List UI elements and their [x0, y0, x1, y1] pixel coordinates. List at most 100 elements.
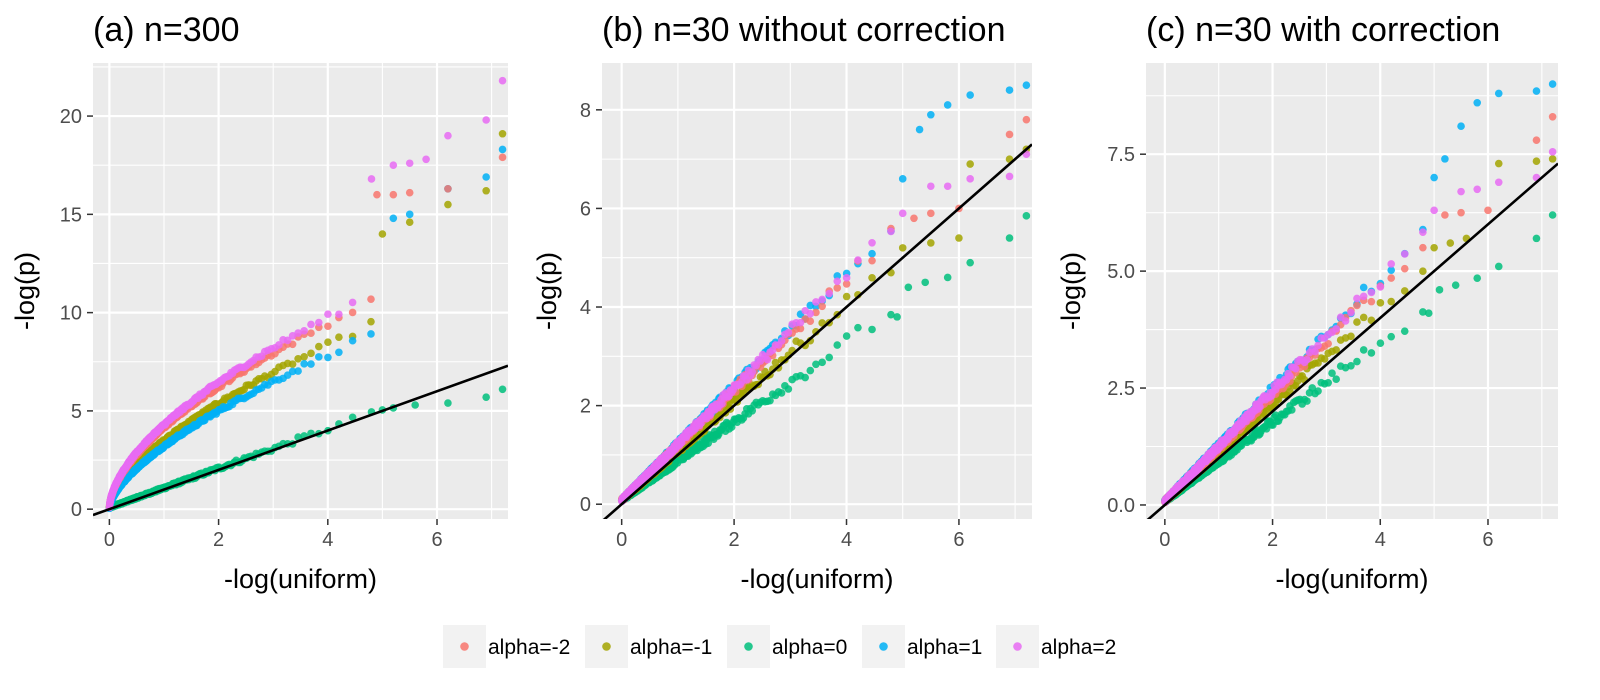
y-axis-title: -log(p)	[532, 252, 562, 330]
data-point	[966, 175, 974, 183]
data-point	[300, 327, 308, 335]
legend-item-alpha=2: alpha=2	[996, 625, 1116, 668]
legend-marker	[460, 642, 469, 651]
data-point	[1332, 346, 1340, 354]
series-alpha=2	[105, 76, 507, 512]
data-point	[1430, 206, 1438, 215]
y-tick-label: 8	[580, 100, 591, 122]
data-point	[1387, 332, 1396, 341]
data-point	[1005, 86, 1014, 94]
data-point	[482, 173, 490, 181]
data-point	[825, 353, 834, 362]
data-point	[1376, 339, 1385, 348]
data-point	[748, 406, 757, 415]
data-point	[389, 190, 398, 199]
data-point	[898, 244, 907, 252]
data-point	[498, 153, 507, 162]
legend: alpha=-2 alpha=-1 alpha=0 alpha=1 alpha=2	[443, 625, 1116, 668]
data-point	[1367, 349, 1376, 357]
data-point	[966, 91, 974, 99]
data-point	[1484, 206, 1492, 215]
data-point	[1548, 112, 1557, 121]
data-point	[405, 210, 414, 219]
data-point	[405, 159, 414, 168]
data-point	[1451, 281, 1460, 289]
data-point	[927, 209, 935, 218]
data-point	[482, 116, 490, 124]
data-point	[1430, 243, 1438, 252]
data-point	[444, 131, 452, 140]
data-point	[842, 332, 851, 340]
reference-line	[1146, 162, 1558, 519]
data-point	[1494, 178, 1503, 187]
data-point	[842, 292, 851, 301]
x-tick-label: 0	[616, 529, 627, 551]
data-point	[288, 367, 297, 376]
data-point	[348, 336, 357, 345]
data-point	[1400, 264, 1409, 273]
data-point	[1286, 372, 1294, 380]
data-point	[367, 317, 375, 326]
data-point	[1548, 148, 1557, 156]
y-tick-label: 5.0	[1107, 261, 1135, 283]
data-point	[1359, 292, 1368, 301]
data-point	[812, 360, 820, 369]
data-point	[1367, 297, 1376, 306]
data-point	[833, 341, 842, 349]
data-point	[1400, 287, 1409, 295]
data-point	[842, 274, 851, 282]
data-point	[1332, 325, 1340, 333]
data-point	[405, 218, 414, 227]
data-point	[1548, 80, 1557, 88]
data-point	[300, 360, 308, 368]
data-point	[1441, 211, 1449, 219]
data-point	[307, 320, 315, 329]
data-point	[1419, 243, 1427, 252]
points	[1161, 80, 1557, 507]
data-point	[300, 353, 308, 361]
panel-title: (a) n=300	[93, 11, 240, 49]
data-point	[498, 145, 507, 154]
data-point	[818, 319, 826, 327]
data-point	[1494, 89, 1503, 98]
legend-label: alpha=-1	[630, 636, 712, 659]
y-tick-label: 2	[580, 396, 591, 418]
data-point	[498, 385, 507, 394]
data-point	[324, 353, 332, 362]
data-point	[1457, 122, 1465, 130]
data-point	[1419, 308, 1427, 316]
data-point	[812, 298, 820, 306]
data-point	[966, 160, 974, 168]
data-point	[1424, 309, 1433, 318]
data-point	[275, 341, 283, 349]
data-point	[833, 277, 842, 286]
data-point	[1022, 115, 1031, 124]
x-tick-label: 2	[213, 529, 224, 551]
data-point	[482, 393, 490, 401]
data-point	[1400, 327, 1409, 335]
data-point	[411, 401, 419, 409]
data-point	[1311, 347, 1319, 356]
data-point	[307, 329, 315, 337]
data-point	[1324, 339, 1332, 348]
data-point	[1387, 274, 1396, 282]
panel-3: 0 2 4 60.02.55.07.5(c) n=30 with correction…	[1056, 11, 1558, 594]
data-point	[1435, 286, 1444, 294]
data-point	[294, 329, 302, 337]
data-point	[763, 355, 772, 364]
data-point	[1532, 87, 1541, 95]
data-point	[943, 182, 952, 191]
data-point	[1303, 397, 1311, 405]
data-point	[806, 309, 815, 318]
legend-label: alpha=-2	[488, 636, 570, 659]
x-axis-title: -log(uniform)	[1275, 564, 1428, 594]
data-point	[1387, 266, 1396, 274]
data-point	[1347, 308, 1355, 317]
data-point	[868, 256, 876, 265]
panel-title: (b) n=30 without correction	[602, 11, 1005, 49]
x-axis-title: -log(uniform)	[224, 564, 377, 594]
data-point	[1446, 239, 1455, 247]
data-point	[335, 333, 343, 341]
data-point	[1457, 187, 1465, 196]
reference-line	[93, 364, 508, 517]
